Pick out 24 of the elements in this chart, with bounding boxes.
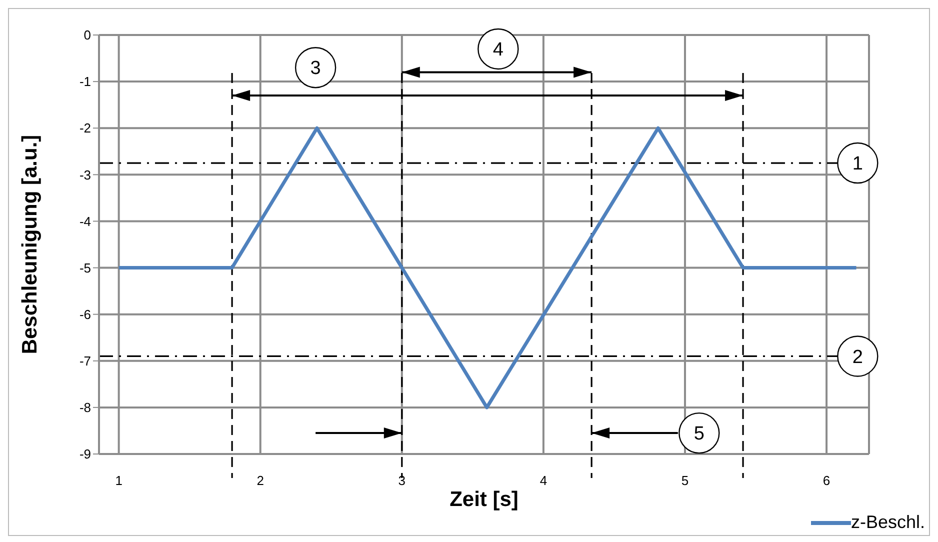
y-tick-label: -5	[79, 260, 91, 276]
y-tick-label: -9	[79, 446, 91, 462]
x-tick-label: 5	[681, 473, 689, 488]
y-axis-title: Beschleunigung [a.u.]	[18, 134, 42, 354]
legend-label: z-Beschl.	[850, 512, 925, 533]
annotation: 5	[694, 424, 704, 445]
y-tick-label: -6	[79, 306, 91, 322]
annotation: 2	[852, 346, 863, 368]
y-tick-label: -7	[79, 354, 91, 369]
x-tick-label: 1	[115, 473, 122, 488]
x-axis-title: Zeit [s]	[450, 488, 518, 511]
x-tick-label: 4	[540, 473, 548, 488]
x-tick-label: 6	[822, 473, 830, 488]
y-tick-label: -2	[79, 120, 91, 136]
y-tick-label: -8	[79, 400, 91, 416]
annotation: 3	[310, 58, 321, 80]
annotation: 4	[492, 40, 504, 61]
y-tick-label: 0	[84, 28, 91, 43]
x-tick-label: 3	[398, 473, 406, 488]
y-tick-label: -4	[79, 214, 91, 229]
y-tick-label: -1	[79, 74, 91, 90]
x-tick-label: 2	[256, 473, 264, 488]
annotation: 1	[852, 154, 863, 175]
y-tick-label: -3	[79, 167, 91, 182]
